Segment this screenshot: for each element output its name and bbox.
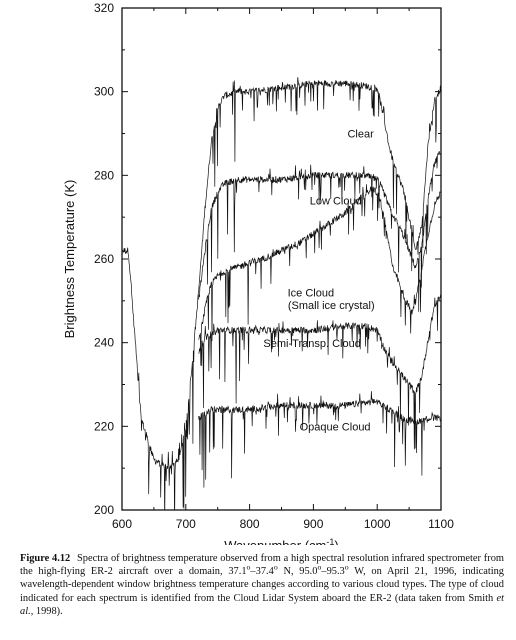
series-line-ice-cloud-small-ice-crystal [198,184,441,366]
figure-label: Figure 4.12 [20,553,71,564]
series-annotation: Ice Cloud [288,288,334,300]
series-line-semi-transp-cloud [198,294,441,450]
plot-frame [121,7,442,511]
y-tick-label: 280 [94,168,114,182]
x-tick-label: 700 [176,517,196,531]
degree-sign: o [317,562,322,572]
series-line-low-cloud [198,151,441,312]
degree-sign: o [344,562,349,572]
series-annotation: Opaque Cloud [300,422,371,434]
series-annotation: Low Cloud [310,196,362,208]
caption-text-6: , 1998). [30,605,63,617]
series-annotation: Clear [347,129,374,141]
caption-text-2: –37.4 [250,566,274,578]
y-tick-label: 240 [94,336,114,350]
y-tick-label: 200 [94,503,114,517]
caption-text-5: W, on April 21, 1996, indicating wavelen… [20,566,504,604]
x-tick-label: 600 [112,517,132,531]
x-tick-label: 1000 [364,517,391,531]
y-tick-label: 320 [94,1,114,15]
degree-sign: o [273,562,278,572]
degree-sign: o [246,562,251,572]
series-annotation: (Small ice crystal) [288,300,375,312]
caption-et-al: et al. [20,592,504,617]
x-tick-label: 800 [240,517,260,531]
caption-text-1: Spectra of brightness temperature observ… [20,553,504,578]
x-tick-label: 1100 [428,517,454,531]
y-tick-label: 220 [94,419,114,433]
brightness-temperature-chart: 600 700 800 900 1000 1100 200 220 240 260 280 300 32… [62,1,454,545]
series-line-clear [122,77,441,510]
figure-caption: Figure 4.12 Spectra of brightness temper… [20,552,504,618]
y-tick-label: 300 [94,85,114,99]
y-axis-title: Brightness Temperature (K) [62,180,77,339]
y-tick-label: 260 [94,252,114,266]
x-tick-label: 900 [303,517,323,531]
caption-text-4: –95.3 [321,566,345,578]
series-annotation: Semi-Transp. Cloud [263,338,360,350]
x-axis-title: Wavenumber (cm-1) [224,537,338,545]
figure: 600 700 800 900 1000 1100 200 220 240 260 280 300 32… [62,1,454,545]
series-line-opaque-cloud [198,391,441,488]
caption-text-3: N, 95.0 [277,566,318,578]
